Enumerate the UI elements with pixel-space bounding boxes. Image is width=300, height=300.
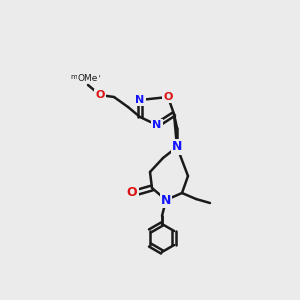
Text: O: O xyxy=(95,90,105,100)
Text: O: O xyxy=(163,92,173,102)
Text: O: O xyxy=(127,185,137,199)
Text: methoxy: methoxy xyxy=(71,74,101,80)
Text: N: N xyxy=(172,140,182,154)
Text: N: N xyxy=(161,194,171,206)
Text: N: N xyxy=(135,95,145,105)
Text: OMe: OMe xyxy=(78,74,98,83)
Text: N: N xyxy=(152,120,162,130)
